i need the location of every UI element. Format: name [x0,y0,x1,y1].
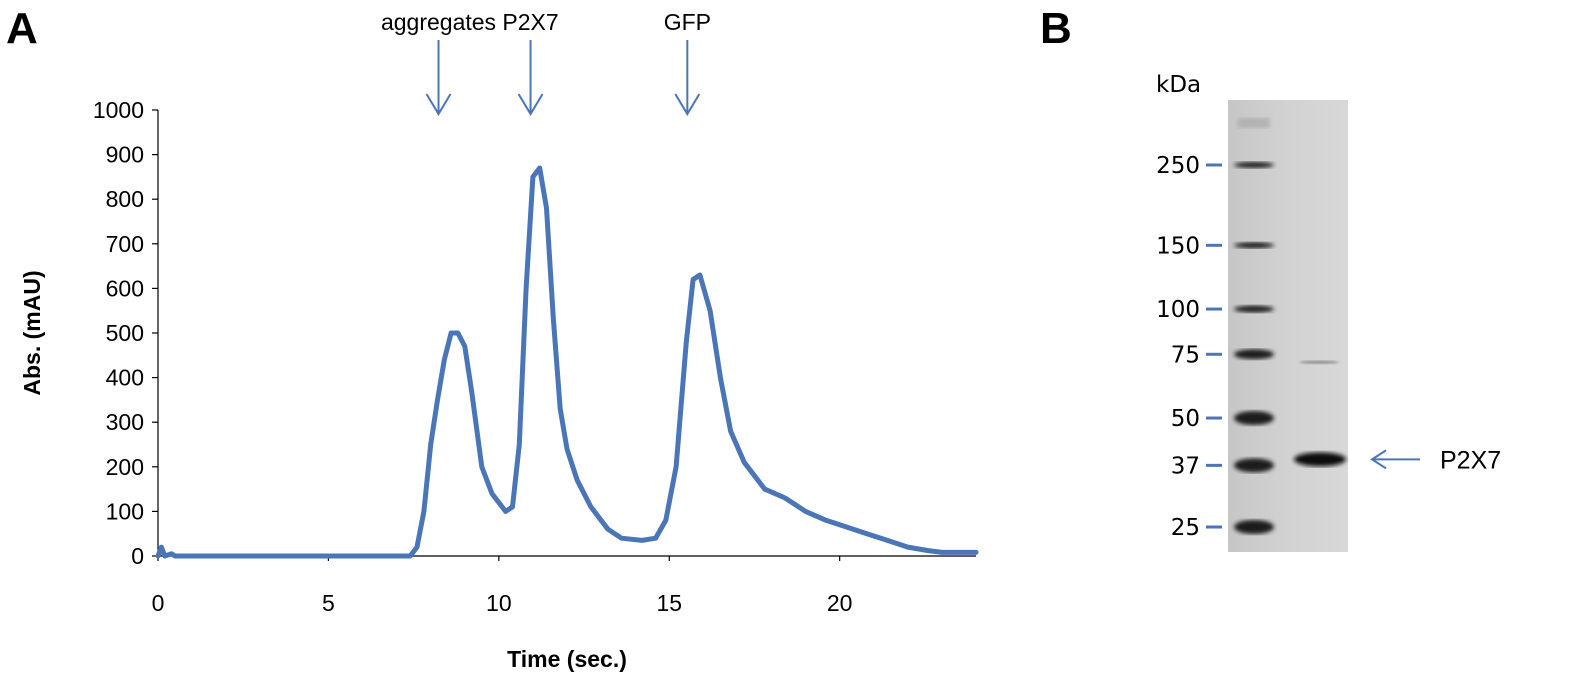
x-tick-label: 5 [322,590,335,616]
marker-label: 25 [1171,515,1200,541]
x-tick-label: 15 [656,590,682,616]
x-tick-label: 10 [486,590,512,616]
marker-label: 100 [1156,297,1200,323]
sample-lane [1294,360,1420,470]
x-axis-title: Time (sec.) [507,646,627,672]
ladder-band [1234,458,1274,473]
ladder-smear [1238,118,1270,128]
y-axis-title: Abs. (mAU) [19,270,45,395]
y-tick-label: 500 [106,320,144,346]
chromatogram-chart: 0 100 200 300 400 500 600 700 800 900 1000 0 5 10 15 2… [19,9,979,672]
peak-arrow-head [517,93,544,116]
p2x7-band [1294,452,1346,467]
panel-label-a: A [6,4,38,53]
faint-band [1299,360,1339,364]
y-tick-label: 700 [106,231,144,257]
marker-labels: 250 150 100 75 50 37 25 [1156,153,1222,541]
y-tick-label: 200 [106,454,144,480]
ladder-band [1234,411,1274,426]
marker-label: 150 [1156,233,1200,259]
marker-label: 50 [1171,406,1200,432]
y-tick-label: 800 [106,186,144,212]
y-tick-labels: 0 100 200 300 400 500 600 700 800 900 1000 [93,97,144,569]
marker-label: 75 [1171,342,1200,368]
p2x7-band-label: P2X7 [1440,446,1501,474]
band-arrow-head [1370,449,1387,470]
ladder-band [1234,242,1274,249]
panel-label-b: B [1040,4,1072,53]
y-tick-label: 600 [106,275,144,301]
sds-page-gel-figure: kDa 250 150 100 75 50 37 25 P2X7 [1156,72,1501,552]
y-tick-label: 300 [106,409,144,435]
peak-annotation-label: aggregates [381,9,496,35]
y-tick-label: 400 [106,365,144,391]
marker-label: 250 [1156,153,1200,179]
marker-label: 37 [1171,453,1200,479]
chart-axes [152,109,976,561]
kda-unit-label: kDa [1156,72,1201,98]
ladder-band [1234,305,1274,313]
series-line [155,165,979,559]
series-group [155,165,979,559]
ladder-lane [1234,118,1274,534]
y-tick-label: 1000 [93,97,144,123]
x-tick-label: 0 [152,590,165,616]
peak-annotations: aggregates P2X7 GFP [381,9,711,116]
peak-arrow-head [674,93,701,116]
ladder-band [1234,162,1274,168]
ladder-band [1234,349,1274,360]
x-tick-label: 20 [827,590,853,616]
y-tick-label: 0 [131,543,144,569]
gel-image [1228,100,1348,552]
x-tick-labels: 0 5 10 15 20 [152,590,853,616]
y-tick-label: 900 [106,142,144,168]
peak-annotation-label: GFP [664,9,711,35]
y-tick-label: 100 [106,498,144,524]
peak-annotation-label: P2X7 [502,9,558,35]
ladder-band [1234,520,1274,534]
peak-arrow-head [425,93,452,116]
